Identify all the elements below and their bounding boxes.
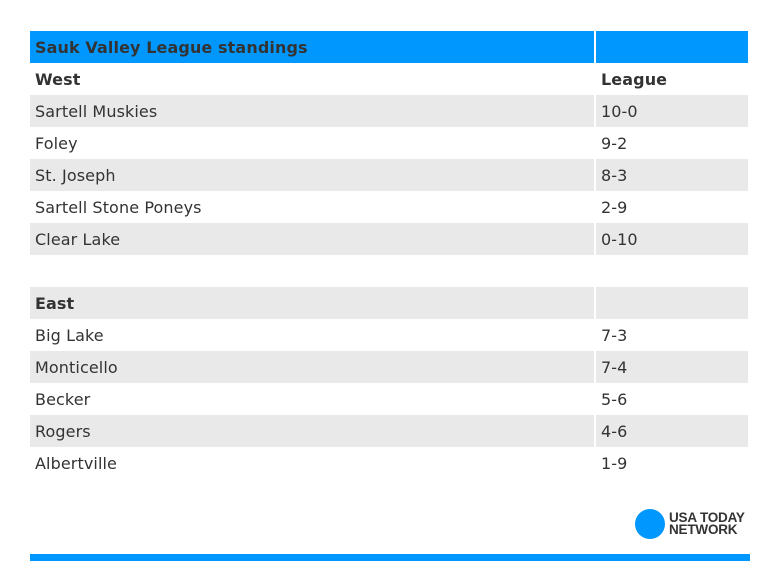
spacer-row [30, 255, 748, 287]
west-header-row: West League [30, 63, 748, 95]
table-row: Albertville 1-9 [30, 447, 748, 479]
bottom-accent-bar [30, 554, 750, 561]
team-record: 4-6 [594, 415, 748, 447]
team-name: Becker [35, 389, 91, 409]
logo-line-1: USA TODAY [669, 510, 745, 525]
team-record: 2-9 [594, 191, 748, 223]
team-name: Monticello [35, 357, 118, 377]
team-name: Rogers [35, 421, 91, 441]
spacer-cell [30, 255, 594, 287]
table-row: Big Lake 7-3 [30, 319, 748, 351]
team-record: 7-4 [594, 351, 748, 383]
table-title: Sauk Valley League standings [35, 37, 308, 57]
team-name: Albertville [35, 453, 117, 473]
team-record: 9-2 [594, 127, 748, 159]
column-header-empty [594, 287, 748, 319]
usa-today-network-logo: USA TODAY NETWORK [635, 509, 745, 539]
team-record: 10-0 [594, 95, 748, 127]
table-row: Sartell Muskies 10-0 [30, 95, 748, 127]
team-name: St. Joseph [35, 165, 116, 185]
division-label-west: West [35, 69, 81, 89]
table-title-row: Sauk Valley League standings [30, 31, 748, 63]
table-row: Rogers 4-6 [30, 415, 748, 447]
east-header-row: East [30, 287, 748, 319]
team-record: 0-10 [594, 223, 748, 255]
division-label-east: East [35, 293, 75, 313]
spacer-cell [594, 255, 748, 287]
team-record: 8-3 [594, 159, 748, 191]
table-row: Monticello 7-4 [30, 351, 748, 383]
title-empty-cell [594, 31, 748, 63]
logo-text: USA TODAY NETWORK [669, 510, 745, 537]
usa-today-dot-icon [635, 509, 665, 539]
team-record: 5-6 [594, 383, 748, 415]
table-row: Foley 9-2 [30, 127, 748, 159]
logo-line-2: NETWORK [669, 522, 738, 537]
table-row: St. Joseph 8-3 [30, 159, 748, 191]
team-name: Foley [35, 133, 78, 153]
team-name: Big Lake [35, 325, 104, 345]
team-name: Sartell Stone Poneys [35, 197, 202, 217]
column-header-league: League [594, 63, 748, 95]
team-record: 1-9 [594, 447, 748, 479]
table-row: Sartell Stone Poneys 2-9 [30, 191, 748, 223]
table-row: Clear Lake 0-10 [30, 223, 748, 255]
team-record: 7-3 [594, 319, 748, 351]
team-name: Clear Lake [35, 229, 121, 249]
team-name: Sartell Muskies [35, 101, 158, 121]
standings-table: Sauk Valley League standings West League… [30, 31, 748, 479]
table-row: Becker 5-6 [30, 383, 748, 415]
